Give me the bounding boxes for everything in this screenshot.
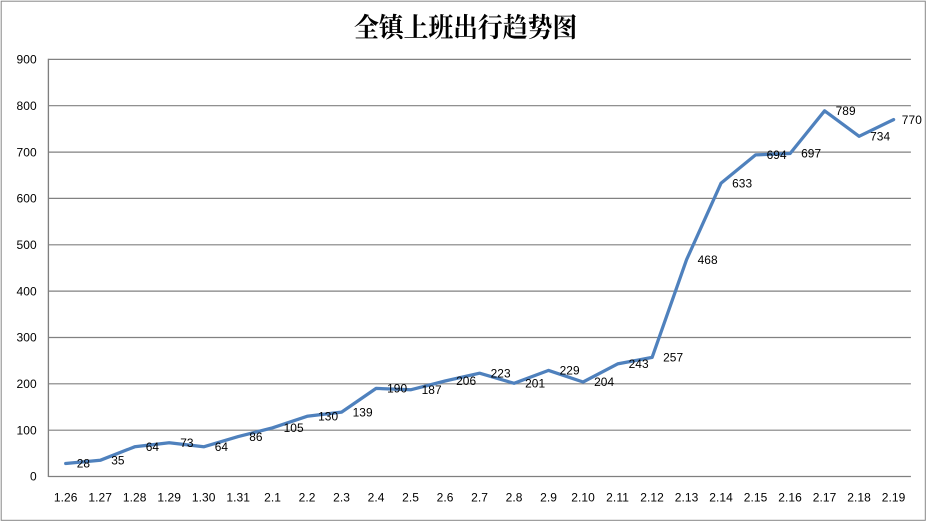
svg-text:2.1: 2.1 <box>264 491 281 505</box>
svg-text:204: 204 <box>594 375 614 389</box>
svg-text:2.3: 2.3 <box>333 491 350 505</box>
svg-text:64: 64 <box>215 440 229 454</box>
svg-text:223: 223 <box>491 366 511 380</box>
svg-text:105: 105 <box>284 421 304 435</box>
svg-text:2.13: 2.13 <box>675 491 699 505</box>
svg-text:400: 400 <box>16 284 37 298</box>
svg-text:468: 468 <box>698 253 718 267</box>
svg-text:734: 734 <box>870 130 890 144</box>
svg-text:100: 100 <box>16 423 37 437</box>
svg-text:900: 900 <box>16 53 37 67</box>
svg-text:697: 697 <box>801 147 821 161</box>
svg-text:35: 35 <box>111 454 125 468</box>
svg-text:2.12: 2.12 <box>640 491 664 505</box>
svg-text:1.26: 1.26 <box>54 491 78 505</box>
svg-text:2.10: 2.10 <box>571 491 595 505</box>
svg-text:257: 257 <box>663 351 683 365</box>
svg-text:243: 243 <box>629 357 649 371</box>
svg-text:2.11: 2.11 <box>606 491 629 505</box>
svg-text:2.4: 2.4 <box>368 491 385 505</box>
svg-text:800: 800 <box>16 99 37 113</box>
svg-text:2.5: 2.5 <box>402 491 419 505</box>
svg-text:789: 789 <box>836 104 856 118</box>
svg-text:2.9: 2.9 <box>540 491 557 505</box>
svg-text:1.27: 1.27 <box>88 491 112 505</box>
svg-text:86: 86 <box>249 430 263 444</box>
svg-text:600: 600 <box>16 192 37 206</box>
svg-text:187: 187 <box>422 383 442 397</box>
svg-text:1.31: 1.31 <box>226 491 250 505</box>
svg-text:28: 28 <box>77 457 91 471</box>
svg-text:694: 694 <box>767 148 787 162</box>
svg-text:2.6: 2.6 <box>437 491 454 505</box>
svg-text:2.17: 2.17 <box>813 491 837 505</box>
svg-text:2.18: 2.18 <box>847 491 871 505</box>
svg-text:2.16: 2.16 <box>778 491 802 505</box>
svg-text:300: 300 <box>16 331 37 345</box>
svg-text:700: 700 <box>16 145 37 159</box>
svg-text:1.28: 1.28 <box>123 491 147 505</box>
svg-text:73: 73 <box>180 436 194 450</box>
svg-text:206: 206 <box>456 374 476 388</box>
svg-text:2.15: 2.15 <box>744 491 768 505</box>
svg-text:1.30: 1.30 <box>192 491 216 505</box>
svg-text:229: 229 <box>560 364 580 378</box>
svg-text:2.19: 2.19 <box>882 491 906 505</box>
svg-text:2.8: 2.8 <box>506 491 523 505</box>
svg-text:633: 633 <box>732 176 752 190</box>
svg-text:1.29: 1.29 <box>157 491 181 505</box>
svg-text:500: 500 <box>16 238 37 252</box>
svg-text:2.2: 2.2 <box>299 491 316 505</box>
svg-text:0: 0 <box>30 470 37 484</box>
svg-text:190: 190 <box>387 382 407 396</box>
svg-text:139: 139 <box>353 405 373 419</box>
svg-text:2.7: 2.7 <box>471 491 488 505</box>
svg-text:770: 770 <box>902 113 922 127</box>
svg-text:201: 201 <box>525 377 545 391</box>
svg-text:130: 130 <box>318 410 338 424</box>
svg-text:64: 64 <box>146 440 160 454</box>
svg-text:200: 200 <box>16 377 37 391</box>
svg-text:2.14: 2.14 <box>709 491 733 505</box>
